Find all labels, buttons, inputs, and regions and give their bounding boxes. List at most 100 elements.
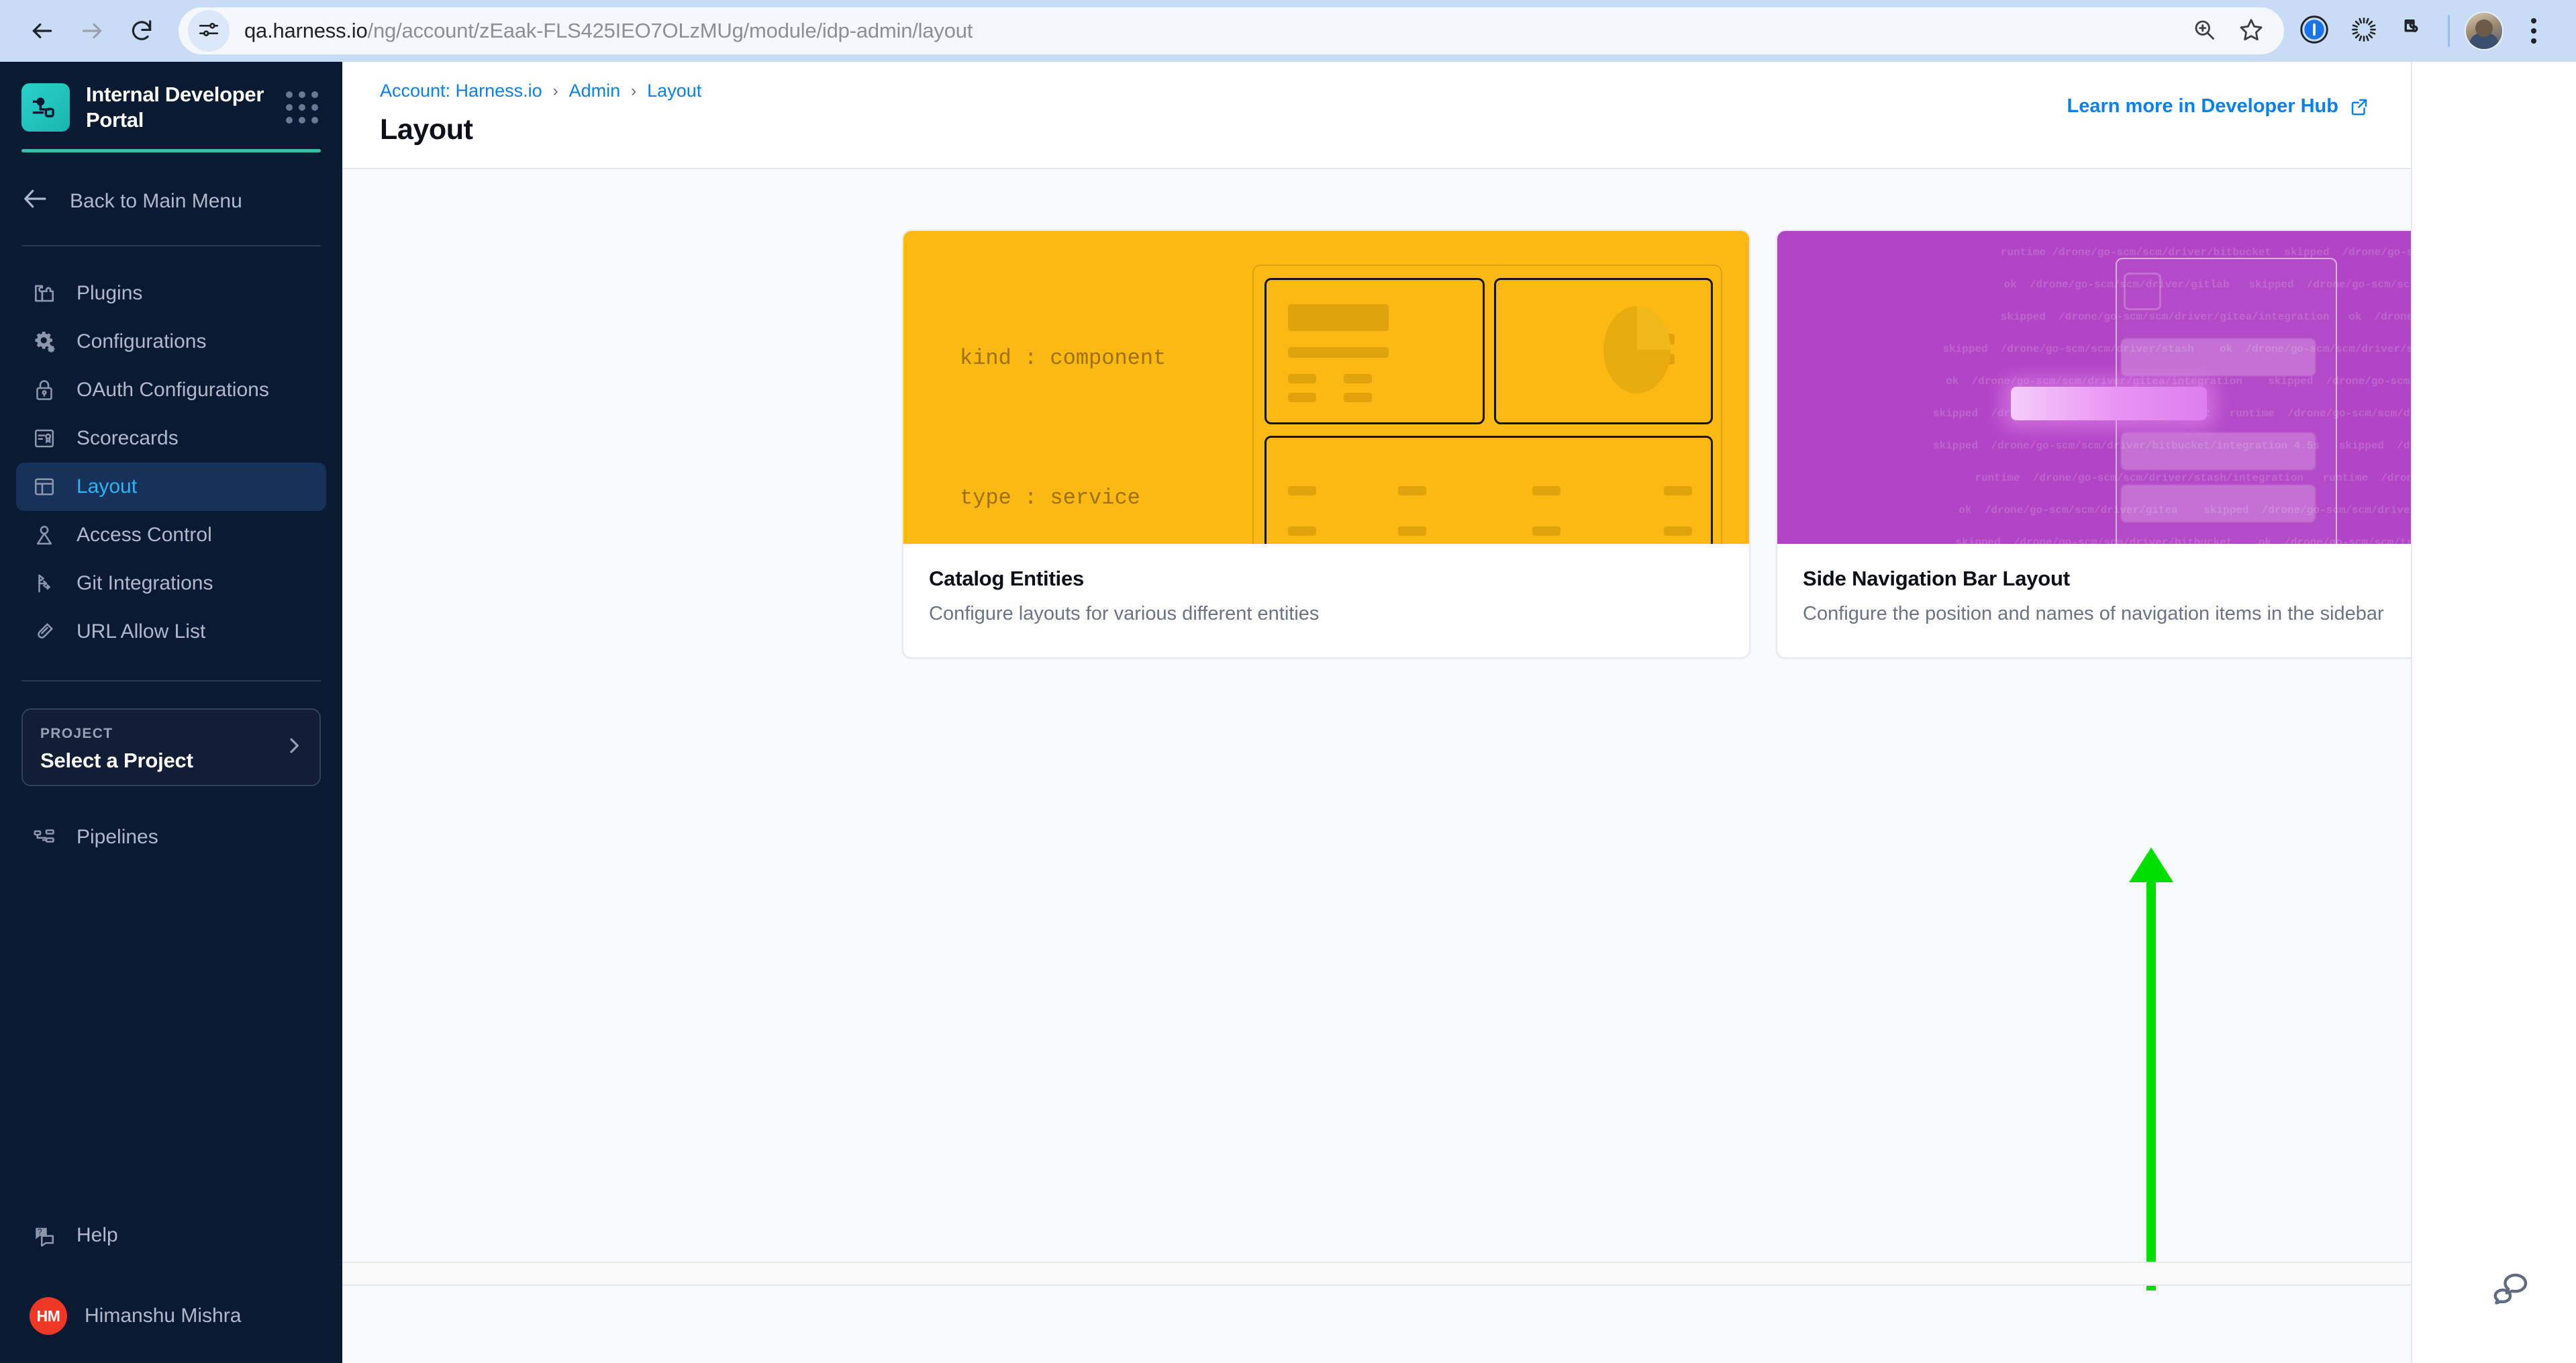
sidebar-item-label: Git Integrations xyxy=(77,572,213,594)
idp-logo-icon xyxy=(21,83,70,132)
artwork-bar xyxy=(1288,374,1316,383)
artwork-nav-row xyxy=(2121,338,2316,376)
back-arrow-icon xyxy=(30,18,55,44)
back-to-main-menu-label: Back to Main Menu xyxy=(70,190,242,212)
one-password-icon xyxy=(2299,15,2329,48)
avatar: HM xyxy=(30,1297,67,1335)
artwork-highlighted-nav-row xyxy=(2011,387,2207,420)
one-password-button[interactable] xyxy=(2289,6,2339,56)
gears-icon xyxy=(30,327,59,357)
artwork-bar xyxy=(1344,374,1372,383)
artwork-bar xyxy=(1344,393,1372,402)
card-artwork-side-navigation: runtime /drone/go-scm/scm/driver/bitbuck… xyxy=(1777,231,2411,544)
sidebar-item-configurations[interactable]: Configurations xyxy=(16,318,326,366)
project-selector[interactable]: PROJECT Select a Project xyxy=(21,708,321,786)
user-icon xyxy=(30,520,59,550)
extensions-button[interactable] xyxy=(2389,6,2438,56)
sidebar-item-help[interactable]: ? Help xyxy=(16,1211,326,1260)
page-header: Account: Harness.io › Admin › Layout Lay… xyxy=(342,62,2411,169)
support-chat-button[interactable] xyxy=(2490,1268,2532,1313)
card-side-navigation-bar-layout[interactable]: runtime /drone/go-scm/scm/driver/bitbuck… xyxy=(1776,230,2411,659)
sidebar-item-access-control[interactable]: Access Control xyxy=(16,511,326,559)
sidebar-item-scorecards[interactable]: Scorecards xyxy=(16,414,326,463)
loading-indicator-button[interactable] xyxy=(2339,6,2389,56)
profile-avatar-icon xyxy=(2465,11,2504,50)
reload-button[interactable] xyxy=(117,6,166,56)
sidebar-header: Internal Developer Portal xyxy=(0,62,342,133)
back-to-main-menu[interactable]: Back to Main Menu xyxy=(21,182,321,221)
back-button[interactable] xyxy=(17,6,67,56)
sidebar-divider-top xyxy=(21,245,321,246)
sidebar-accent-rule xyxy=(21,149,321,152)
arrow-left-icon xyxy=(21,185,48,218)
sidebar-pipelines-group: Pipelines xyxy=(0,813,342,861)
learn-more-link[interactable]: Learn more in Developer Hub xyxy=(2067,95,2370,117)
chrome-menu-button[interactable] xyxy=(2509,6,2559,56)
sidebar-item-pipelines[interactable]: Pipelines xyxy=(16,813,326,861)
sidebar-item-label: Configurations xyxy=(77,330,207,352)
layout-icon xyxy=(30,472,59,502)
app-title: Internal Developer Portal xyxy=(86,83,264,132)
app-shell: Internal Developer Portal Back to Main M… xyxy=(0,62,2576,1363)
sidebar-footer: ? Help HM Himanshu Mishra xyxy=(0,1211,342,1363)
app-grid-icon[interactable] xyxy=(286,91,321,124)
help-chat-icon: ? xyxy=(30,1221,59,1250)
sidebar-item-label: Pipelines xyxy=(77,826,158,848)
extensions-puzzle-icon xyxy=(2400,16,2427,46)
artwork-bar xyxy=(1398,526,1426,536)
artwork-panel-frame xyxy=(1252,265,1722,544)
sidebar-item-layout[interactable]: Layout xyxy=(16,463,326,511)
breadcrumb-item-account[interactable]: Account: Harness.io xyxy=(380,81,542,101)
card-catalog-entities[interactable]: kind : component type : service xyxy=(902,230,1750,659)
breadcrumb-item-admin[interactable]: Admin xyxy=(568,81,621,101)
svg-text:?: ? xyxy=(38,1227,42,1237)
breadcrumb-separator: › xyxy=(631,81,637,100)
artwork-bar xyxy=(1532,486,1561,496)
page-title: Layout xyxy=(380,113,473,146)
sidebar-item-plugins[interactable]: Plugins xyxy=(16,269,326,318)
sidebar-item-url-allow-list[interactable]: URL Allow List xyxy=(16,608,326,656)
zoom-button[interactable] xyxy=(2181,7,2228,54)
layout-card-list: kind : component type : service xyxy=(342,230,2411,659)
bookmark-button[interactable] xyxy=(2228,7,2275,54)
card-body: Catalog Entities Configure layouts for v… xyxy=(903,544,1749,657)
chat-support-icon xyxy=(2490,1273,2532,1313)
forward-button[interactable] xyxy=(67,6,117,56)
breadcrumb-separator: › xyxy=(552,81,558,100)
right-rail xyxy=(2411,62,2576,1363)
artwork-bar xyxy=(1288,526,1316,536)
artwork-pie-chart xyxy=(1603,306,1671,393)
artwork-box-overview xyxy=(1265,278,1485,424)
sidebar-item-label: Help xyxy=(77,1224,118,1246)
kebab-menu-icon xyxy=(2531,18,2536,44)
sidebar-item-label: Layout xyxy=(77,475,138,498)
breadcrumb-item-layout[interactable]: Layout xyxy=(647,81,702,101)
url-text: qa.harness.io/ng/account/zEaak-FLS425IEO… xyxy=(244,19,973,43)
profile-button[interactable] xyxy=(2459,6,2509,56)
green-up-arrow-annotation xyxy=(2128,847,2175,1290)
browser-toolbar: qa.harness.io/ng/account/zEaak-FLS425IEO… xyxy=(0,0,2576,62)
url-path: /ng/account/zEaak-FLS425IEO7OLzMUg/modul… xyxy=(367,19,973,42)
sidebar-item-oauth-configurations[interactable]: OAuth Configurations xyxy=(16,366,326,414)
pipelines-icon xyxy=(30,822,59,852)
card-title: Catalog Entities xyxy=(929,567,1085,590)
address-bar[interactable]: qa.harness.io/ng/account/zEaak-FLS425IEO… xyxy=(179,7,2284,54)
git-branch-icon xyxy=(30,569,59,598)
site-settings-button[interactable] xyxy=(188,10,230,52)
chevron-right-icon xyxy=(283,735,305,760)
artwork-nav-row xyxy=(2121,432,2316,470)
sidebar: Internal Developer Portal Back to Main M… xyxy=(0,62,342,1363)
sidebar-item-label: Scorecards xyxy=(77,427,179,449)
sidebar-user-profile[interactable]: HM Himanshu Mishra xyxy=(16,1292,326,1340)
site-settings-icon xyxy=(197,18,220,44)
link-icon xyxy=(30,617,59,647)
artwork-logo-mark xyxy=(2124,273,2161,310)
artwork-bar xyxy=(1664,526,1692,536)
sidebar-item-git-integrations[interactable]: Git Integrations xyxy=(16,559,326,608)
toolbar-divider xyxy=(2448,15,2450,47)
project-caption: PROJECT xyxy=(40,726,113,741)
card-artwork-catalog-entities: kind : component type : service xyxy=(903,231,1749,544)
external-link-icon xyxy=(2349,97,2369,117)
artwork-bar xyxy=(1288,347,1389,358)
learn-more-label: Learn more in Developer Hub xyxy=(2067,95,2339,117)
